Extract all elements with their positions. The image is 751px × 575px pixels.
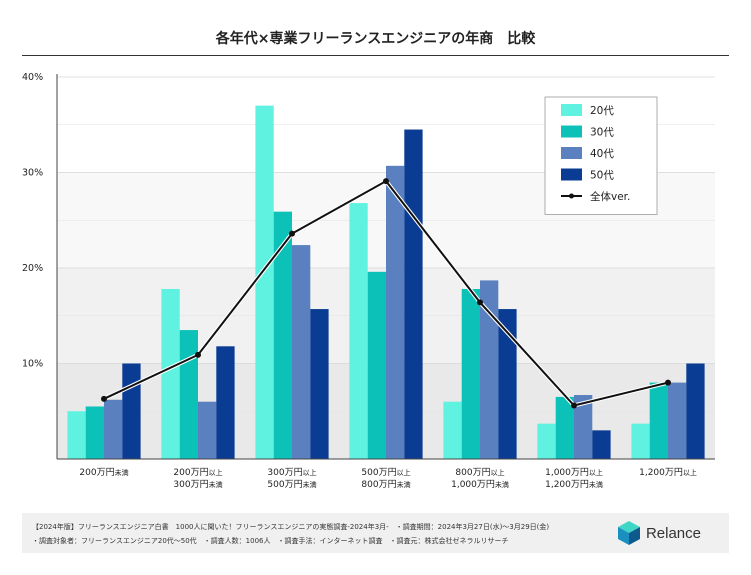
bar bbox=[255, 105, 274, 460]
x-tick-label: 500万円以上 bbox=[361, 467, 410, 478]
bar bbox=[686, 363, 705, 459]
bar bbox=[498, 309, 517, 459]
line-point bbox=[665, 379, 671, 386]
x-tick-label: 800万円未満 bbox=[361, 479, 410, 490]
bar bbox=[367, 271, 386, 459]
legend-label: 20代 bbox=[590, 105, 614, 117]
bar bbox=[537, 423, 556, 459]
bar bbox=[649, 382, 668, 459]
legend-line-marker bbox=[569, 193, 574, 199]
x-tick-label: 1,200万円以上 bbox=[639, 467, 697, 478]
y-tick-label: 10% bbox=[22, 359, 43, 370]
bar bbox=[461, 289, 480, 459]
bar bbox=[631, 423, 650, 459]
bar bbox=[592, 430, 611, 459]
x-tick-label: 300万円未満 bbox=[173, 479, 222, 490]
bar bbox=[104, 399, 123, 459]
line-point bbox=[571, 402, 577, 409]
x-tick-label: 200万円未満 bbox=[79, 467, 128, 478]
brand: Relance bbox=[617, 520, 701, 546]
relance-logo-icon bbox=[617, 521, 640, 545]
x-tick-label: 200万円以上 bbox=[173, 467, 222, 478]
bar bbox=[443, 401, 462, 459]
line-point bbox=[101, 395, 107, 402]
x-tick-label: 1,000万円以上 bbox=[545, 467, 603, 478]
legend-label: 30代 bbox=[590, 127, 614, 139]
x-tick-label: 1,200万円未満 bbox=[545, 479, 603, 490]
bar bbox=[480, 280, 499, 459]
y-tick-label: 30% bbox=[22, 168, 43, 179]
title-divider bbox=[22, 55, 729, 56]
bar bbox=[198, 401, 217, 459]
line-point bbox=[289, 230, 295, 237]
bar bbox=[574, 395, 593, 459]
bar bbox=[67, 411, 86, 459]
bar bbox=[273, 211, 292, 459]
bar bbox=[179, 330, 198, 459]
legend-swatch bbox=[561, 125, 582, 138]
bar bbox=[122, 363, 141, 459]
y-tick-label: 20% bbox=[22, 263, 43, 274]
bar bbox=[349, 203, 368, 459]
bar bbox=[555, 396, 574, 459]
y-tick-label: 40% bbox=[22, 72, 43, 83]
bar bbox=[310, 309, 329, 459]
legend-label: 50代 bbox=[590, 170, 614, 182]
legend-swatch bbox=[561, 104, 582, 116]
brand-name: Relance bbox=[645, 524, 701, 542]
footer-survey-info: 【2024年版】フリーランスエンジニア白書 1000人に聞いた！フリーランスエン… bbox=[32, 523, 550, 531]
legend-swatch bbox=[561, 147, 582, 159]
x-tick-label: 1,000万円未満 bbox=[451, 479, 509, 490]
legend-label: 全体ver. bbox=[590, 190, 630, 203]
bar bbox=[386, 165, 405, 459]
x-tick-label: 300万円以上 bbox=[267, 467, 316, 478]
legend-swatch bbox=[561, 168, 582, 181]
footer: 【2024年版】フリーランスエンジニア白書 1000人に聞いた！フリーランスエン… bbox=[22, 513, 729, 553]
chart-title: 各年代×専業フリーランスエンジニアの年商 比較 bbox=[215, 31, 536, 47]
footer-survey-details: ・調査対象者：フリーランスエンジニア20代〜50代 ・調査人数：1006人 ・調… bbox=[32, 537, 509, 545]
line-point bbox=[383, 178, 389, 185]
x-tick-label: 800万円以上 bbox=[455, 467, 504, 478]
line-point bbox=[477, 299, 483, 306]
bar bbox=[216, 346, 235, 459]
x-tick-label: 500万円未満 bbox=[267, 479, 316, 490]
bar bbox=[668, 382, 687, 459]
bar bbox=[292, 245, 311, 459]
bar bbox=[404, 129, 423, 459]
line-point bbox=[195, 351, 201, 358]
legend-label: 40代 bbox=[590, 148, 614, 160]
bar bbox=[161, 289, 180, 459]
bar bbox=[85, 406, 104, 459]
